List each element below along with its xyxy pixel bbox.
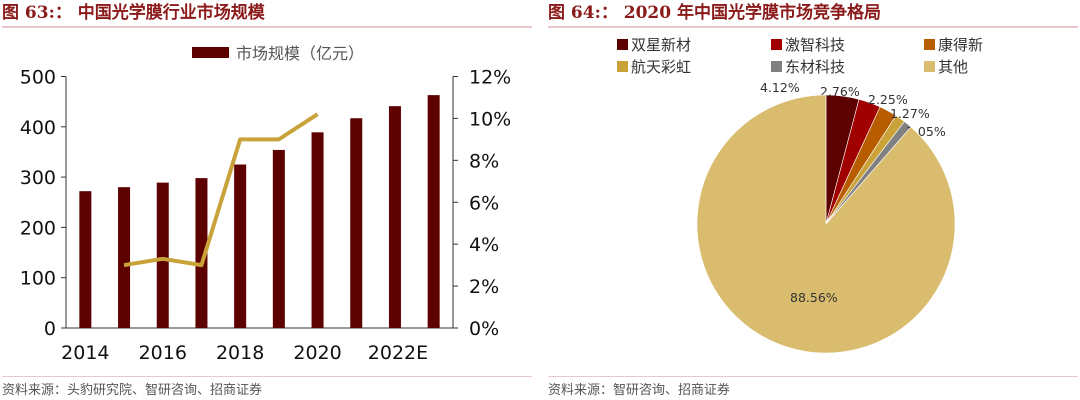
right-chart-title: 图 64:： 2020 年中国光学膜市场竞争格局 bbox=[548, 0, 1078, 28]
growth-line bbox=[123, 112, 319, 268]
pie-data-label: 88.56% bbox=[790, 290, 838, 305]
bar-2021 bbox=[350, 118, 363, 329]
x-tick-label: 2018 bbox=[216, 342, 264, 364]
bar-2019 bbox=[272, 149, 285, 328]
legend-label: 康得新 bbox=[938, 36, 983, 54]
y-tick-label: 400 bbox=[20, 117, 56, 139]
left-source: 资料来源：头豹研究院、智研咨询、招商证券 bbox=[2, 376, 532, 398]
pie-data-label: 1.27% bbox=[890, 106, 930, 121]
y2-tick-label: 2% bbox=[469, 276, 499, 298]
bar-2020 bbox=[311, 132, 324, 328]
y-tick-label: 0 bbox=[44, 318, 56, 340]
bar-2023E bbox=[427, 95, 440, 329]
bar-2018 bbox=[234, 164, 247, 328]
legend-label: 航天彩虹 bbox=[631, 58, 691, 76]
y2-tick-label: 6% bbox=[469, 192, 499, 214]
bar-2014 bbox=[79, 191, 92, 328]
x-tick-label: 2020 bbox=[293, 342, 341, 364]
pie-chart: 4.12% 2.76%2.25%1.27%1.05%88.56%双星新材 激智科技康… bbox=[617, 36, 983, 354]
legend-swatch bbox=[924, 39, 935, 50]
legend-swatch bbox=[617, 61, 628, 72]
y2-tick-label: 4% bbox=[469, 234, 499, 256]
legend-label: 东材科技 bbox=[785, 58, 845, 76]
y2-tick-label: 0% bbox=[469, 318, 499, 340]
y2-tick-label: 12% bbox=[469, 67, 511, 89]
y2-tick-label: 10% bbox=[469, 108, 511, 130]
pie-data-label: 2.25% bbox=[868, 92, 908, 107]
pie-data-label: 4.12% bbox=[760, 80, 800, 95]
bar-2015 bbox=[118, 187, 131, 328]
legend-swatch bbox=[617, 39, 628, 50]
legend-label: 双星新材 bbox=[631, 36, 691, 54]
bar-2017 bbox=[195, 178, 208, 328]
x-tick-label: 2016 bbox=[139, 342, 187, 364]
bar-2016 bbox=[156, 182, 169, 328]
legend-label: 市场规模（亿元） bbox=[236, 44, 364, 63]
legend-swatch bbox=[192, 47, 229, 58]
pie-slice-其他 bbox=[696, 94, 956, 354]
y-tick-label: 300 bbox=[20, 167, 56, 189]
y-tick-label: 200 bbox=[20, 217, 56, 239]
legend-label: 激智科技 bbox=[785, 36, 845, 54]
legend-swatch bbox=[771, 39, 782, 50]
y2-tick-label: 8% bbox=[469, 150, 499, 172]
y-tick-label: 100 bbox=[20, 268, 56, 290]
bar-line-chart: 0 100 200 300 400 500 0% 2% 4% 6% 8% 10% 12% 2014 2016… bbox=[20, 44, 512, 364]
y-tick-label: 500 bbox=[20, 67, 56, 89]
legend-label: 其他 bbox=[938, 58, 968, 76]
x-tick-label: 2014 bbox=[61, 342, 109, 364]
right-source: 资料来源：智研咨询、招商证券 bbox=[548, 376, 1078, 398]
left-chart-title: 图 63:： 中国光学膜行业市场规模 bbox=[2, 0, 532, 28]
pie-data-label: 2.76% bbox=[820, 84, 860, 99]
bar-2022E bbox=[388, 106, 401, 328]
x-tick-label: 2022E bbox=[368, 342, 428, 364]
legend-swatch bbox=[924, 61, 935, 72]
legend-swatch bbox=[771, 61, 782, 72]
